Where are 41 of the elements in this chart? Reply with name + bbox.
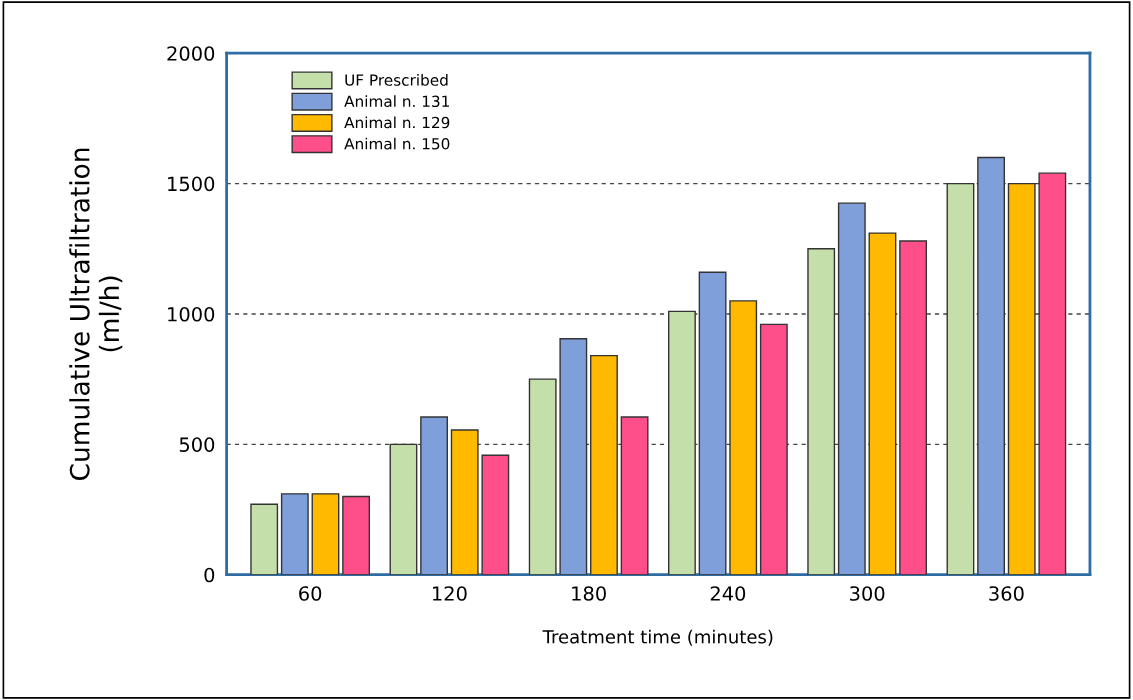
x-tick-label: 180: [572, 586, 606, 601]
bar: [620, 416, 649, 575]
bar: [977, 156, 1006, 575]
y-tick-label: 500: [179, 437, 215, 452]
legend-label: UF Prescribed: [345, 74, 448, 86]
x-tick-label: 240: [710, 586, 746, 601]
bar: [528, 378, 557, 575]
bar: [280, 493, 309, 575]
legend-label: Animal n. 129: [344, 116, 450, 129]
bar: [899, 240, 928, 575]
bar: [868, 232, 897, 575]
bar: [729, 300, 758, 575]
bar: [759, 323, 788, 575]
bar: [450, 429, 479, 575]
y-tick-label: 0: [204, 567, 215, 583]
bar: [1007, 182, 1036, 575]
bar: [1038, 172, 1067, 575]
bar: [837, 202, 866, 575]
bar: [311, 493, 340, 575]
bar: [559, 338, 588, 575]
x-tick-label: 360: [989, 586, 1024, 601]
bar: [389, 443, 418, 575]
bar: [590, 354, 618, 575]
bar: [807, 248, 836, 575]
bar: [668, 310, 696, 575]
bar: [946, 182, 975, 575]
x-tick-label: 60: [299, 586, 322, 601]
y-tick-label: 1000: [168, 306, 215, 322]
bar: [420, 416, 449, 575]
x-tick-label: 300: [850, 586, 885, 601]
legend-label: Animal n. 150: [344, 137, 450, 150]
x-axis-title: Treatment time (minutes): [542, 629, 773, 646]
y-tick-label: 2000: [167, 46, 215, 61]
bar: [481, 454, 510, 575]
bar: [342, 495, 371, 575]
bar: [250, 503, 279, 575]
x-tick-label: 120: [432, 586, 467, 601]
y-axis-title: Cumulative Ultrafiltration (ml/h): [69, 148, 123, 480]
bar: [698, 271, 727, 575]
y-tick-label: 1500: [168, 176, 215, 192]
legend-label: Animal n. 131: [344, 95, 449, 108]
